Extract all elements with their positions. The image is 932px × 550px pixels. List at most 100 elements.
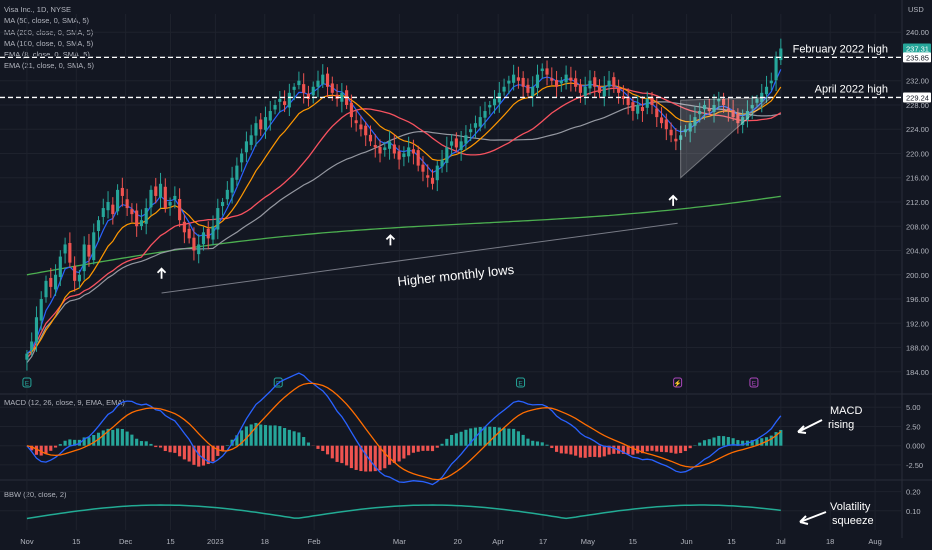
macd-histogram-bar [631,445,635,455]
price-tick-label: 220.00 [906,149,929,158]
macd-histogram-bar [540,442,544,446]
macd-histogram-bar [555,445,559,452]
macd-note-label: MACD [830,405,862,417]
candle-body [483,111,487,118]
macd-histogram-bar [416,445,420,452]
candle-body [311,86,315,96]
macd-histogram-bar [287,429,291,446]
candle-body [263,117,268,130]
candle-body [741,117,745,126]
macd-histogram-bar [58,444,62,446]
legend-title: Visa Inc., 1D, NYSE [4,5,71,14]
candle-body [555,79,559,87]
candle-body [722,98,726,105]
macd-histogram-bar [440,443,444,446]
macd-tick-label: 2.50 [906,422,921,431]
macd-histogram-bar [612,445,616,454]
macd-tick-label: 5.00 [906,403,921,412]
macd-histogram-bar [664,445,668,453]
candle-body [416,150,420,166]
macd-histogram-bar [636,445,640,454]
macd-histogram-bar [717,435,721,446]
macd-histogram-bar [111,429,115,446]
candle-body [387,141,392,149]
higher-lows-label: Higher monthly lows [397,262,515,289]
candle-body [225,189,229,200]
candle-body [287,92,291,108]
macd-histogram-bar [731,438,735,446]
candle-body [545,68,549,75]
up-arrow-icon [385,234,396,246]
macd-histogram-bar [564,445,568,454]
candle-body [659,117,664,124]
candle-body [411,149,415,154]
candle-body [421,164,425,172]
macd-histogram-bar [569,445,573,455]
macd-histogram-bar [82,437,86,446]
candle-body [268,111,272,121]
candle-body [230,177,234,193]
candle-body [764,86,769,95]
candle-body [450,141,454,146]
candle-body [679,135,683,140]
price-tick-label: 204.00 [906,247,929,256]
candle-body [755,98,759,103]
candle-body [688,123,692,132]
candle-body [774,56,778,81]
macd-histogram-bar [101,430,105,446]
macd-histogram-bar [316,445,320,449]
x-tick-label: Nov [20,537,34,546]
x-tick-label: 18 [826,537,834,546]
macd-histogram-bar [683,445,687,452]
macd-histogram-bar [244,426,248,446]
level-label: April 2022 high [815,83,888,95]
candle-body [531,86,535,97]
candle-body [626,96,630,105]
macd-histogram-bar [139,441,144,446]
macd-line [26,372,782,486]
event-marker: E [22,377,32,388]
candle-body [111,204,115,215]
macd-histogram-bar [502,428,506,446]
candle-body [297,80,301,86]
candle-body [712,104,716,112]
macd-histogram-bar [364,445,368,472]
macd-histogram-bar [454,433,458,446]
candle-body [559,80,563,84]
candle-body [540,68,544,72]
macd-histogram-bar [335,445,339,462]
macd-histogram-bar [411,445,415,453]
candle-body [583,86,587,96]
macd-histogram-bar [669,445,673,453]
ma50-line [26,87,782,359]
price-tag-label: 235.85 [906,53,929,62]
candle-body [211,226,215,240]
macd-histogram-bar [421,445,425,451]
candle-body [693,117,697,126]
candle-body [254,123,258,136]
macd-histogram-bar [526,438,530,446]
macd-histogram-bar [87,437,91,446]
candle-body [779,48,783,61]
macd-histogram-bar [650,445,654,451]
price-tick-label: 228.00 [906,101,929,110]
candle-body [507,80,511,84]
macd-histogram-bar [340,445,344,464]
candle-body [34,317,39,343]
macd-histogram-bar [359,445,363,472]
event-marker-label: E [752,381,757,388]
candle-body [564,74,568,83]
macd-histogram-bar [63,440,67,446]
macd-histogram-bar [712,437,716,446]
price-tag-bg [903,92,931,103]
macd-histogram-bar [521,434,525,446]
macd-histogram-bar [516,431,520,446]
candle-body [440,159,444,167]
candle-body [364,125,368,136]
candle-body [130,209,134,215]
candle-body [149,189,153,208]
candle-body [306,93,311,99]
macd-histogram-bar [402,445,406,459]
candle-body [674,138,678,142]
